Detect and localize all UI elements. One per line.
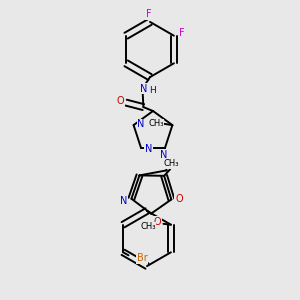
Text: Br: Br — [137, 253, 148, 263]
Text: O: O — [117, 96, 124, 106]
Text: O: O — [154, 217, 161, 227]
Text: CH₃: CH₃ — [164, 159, 179, 168]
Text: H: H — [149, 86, 156, 95]
Text: CH₃: CH₃ — [148, 119, 164, 128]
Text: N: N — [140, 83, 148, 94]
Text: F: F — [179, 28, 185, 38]
Text: N: N — [160, 149, 167, 160]
Text: N: N — [137, 119, 145, 129]
Text: N: N — [145, 144, 152, 154]
Text: N: N — [120, 196, 128, 206]
Text: O: O — [175, 194, 183, 204]
Text: CH₃: CH₃ — [140, 222, 156, 231]
Text: F: F — [146, 9, 151, 20]
